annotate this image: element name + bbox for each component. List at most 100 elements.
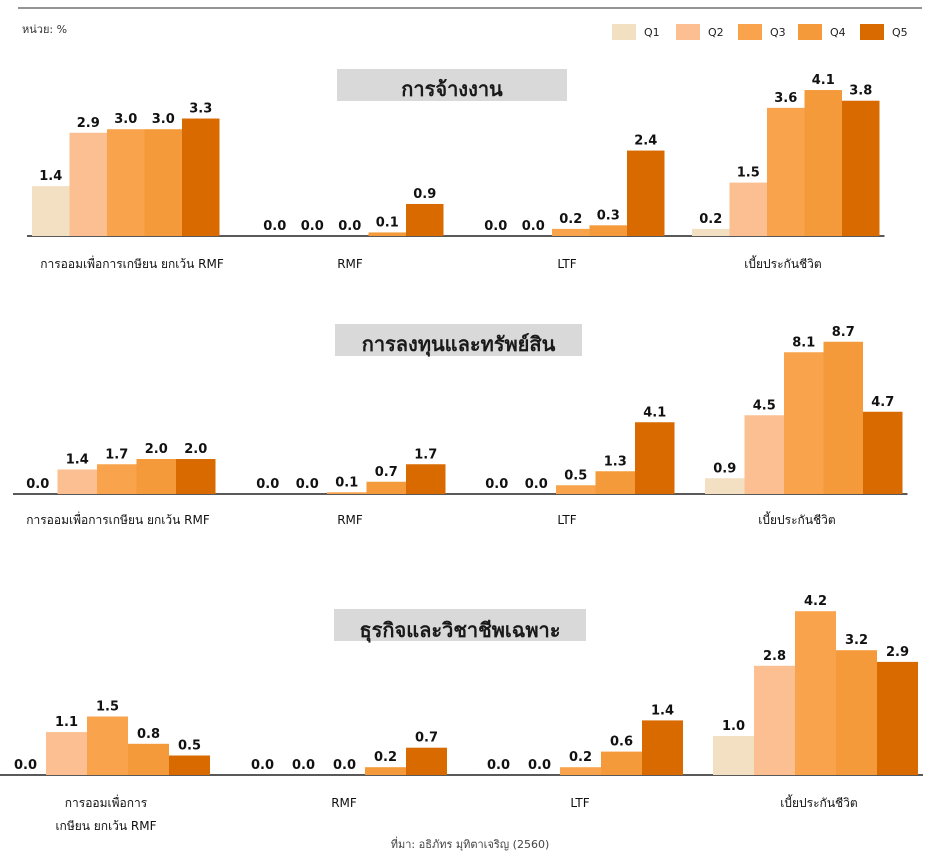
bar-q1 [705, 478, 745, 494]
legend-item-q1: Q1 [612, 24, 660, 40]
bar-q4 [836, 650, 877, 775]
legend-swatch-q3 [738, 24, 762, 40]
bar-q4 [601, 751, 642, 775]
bar-q5 [863, 411, 903, 494]
data-label: 0.7 [375, 465, 398, 480]
bar-q5 [877, 661, 918, 775]
bar-q5 [635, 422, 675, 494]
data-label: 0.2 [559, 212, 582, 227]
panel-title: การจ้างงาน [401, 77, 503, 101]
data-label: 4.1 [812, 73, 835, 88]
legend-swatch-q1 [612, 24, 636, 40]
bar-q2 [744, 415, 784, 494]
chart-panels: การจ้างงาน 1.4 2.9 3.0 3.0 3.3 การออมเพื่อการเ… [0, 69, 923, 833]
data-label: 0.0 [256, 477, 279, 492]
data-label: 0.0 [26, 477, 49, 492]
data-label: 3.0 [152, 112, 175, 127]
bar-group: 0.0 0.0 0.2 0.6 1.4 [478, 703, 683, 776]
data-label: 4.2 [804, 594, 827, 609]
category-label: การออมเพื่อการเกษียน ยกเว้น RMF [40, 255, 224, 271]
bar-q1 [692, 228, 730, 236]
data-label: 0.2 [569, 750, 592, 765]
data-label: 1.4 [66, 453, 89, 468]
category-label: การออมเพื่อการเกษียน ยกเว้น RMF [55, 794, 156, 833]
chart-panel-2: การลงทุนและทรัพย์สิน 0.0 1.4 1.7 2.0 2.0 การออ… [13, 324, 908, 527]
legend-label-q4: Q4 [830, 26, 846, 39]
bar-q3 [107, 129, 145, 236]
bar-q4 [823, 341, 863, 494]
bar-group: 0.0 0.0 0.2 0.3 2.4 [477, 134, 665, 237]
bar-q5 [406, 203, 444, 236]
bar-q5 [842, 100, 880, 236]
panel-title: การลงทุนและทรัพย์สิน [362, 332, 556, 357]
legend-item-q3: Q3 [738, 24, 786, 40]
legend-swatch-q5 [860, 24, 884, 40]
data-label: 1.4 [651, 703, 674, 718]
data-label: 2.9 [77, 116, 100, 131]
data-label: 0.0 [14, 758, 37, 773]
bar-q5 [169, 755, 210, 775]
chart-panel-3: ธุรกิจและวิชาชีพเฉพาะ 0.0 1.1 1.5 0.8 0.5 การอ… [0, 594, 923, 833]
data-label: 0.0 [263, 219, 286, 234]
legend-label-q1: Q1 [644, 26, 660, 39]
legend-item-q5: Q5 [860, 24, 908, 40]
bar-q2 [57, 469, 97, 494]
data-label: 1.7 [105, 447, 128, 462]
data-label: 3.8 [849, 84, 872, 99]
legend-label-q3: Q3 [770, 26, 786, 39]
bar-q3 [556, 485, 596, 494]
data-label: 1.5 [96, 700, 119, 715]
bar-q5 [627, 150, 665, 236]
data-label: 3.2 [845, 633, 868, 648]
panel-title-box [337, 69, 567, 101]
data-label: 0.9 [713, 461, 736, 476]
data-label: 8.1 [792, 335, 815, 350]
data-label: 0.6 [610, 735, 633, 750]
bar-q3 [97, 464, 137, 494]
data-label: 0.5 [178, 739, 201, 754]
data-label: 0.0 [485, 477, 508, 492]
data-label: 4.7 [871, 395, 894, 410]
data-label: 8.7 [832, 325, 855, 340]
bar-q3 [784, 352, 824, 494]
data-label: 0.9 [413, 187, 436, 202]
bar-q1 [32, 186, 70, 236]
bar-q3 [87, 716, 128, 775]
data-label: 0.0 [487, 758, 510, 773]
category-label: LTF [570, 796, 589, 810]
bar-q4 [589, 225, 627, 236]
bar-group: 0.9 4.5 8.1 8.7 4.7 [705, 325, 903, 494]
category-label: LTF [557, 257, 576, 271]
category-label: เบี้ยประกันชีวิต [744, 255, 821, 271]
data-label: 2.9 [886, 645, 909, 660]
data-label: 0.0 [292, 758, 315, 773]
data-label: 1.4 [39, 169, 62, 184]
data-label: 4.1 [643, 405, 666, 420]
bar-group: 1.4 2.9 3.0 3.0 3.3 [32, 102, 220, 236]
data-label: 0.2 [374, 750, 397, 765]
data-label: 0.0 [251, 758, 274, 773]
data-label: 0.7 [415, 731, 438, 746]
data-label: 3.0 [114, 112, 137, 127]
bar-q4 [144, 129, 182, 236]
data-label: 1.7 [414, 447, 437, 462]
data-label: 0.3 [597, 208, 620, 223]
bar-group: 0.0 0.0 0.5 1.3 4.1 [477, 405, 675, 495]
data-label: 0.0 [525, 477, 548, 492]
bar-group: 0.0 0.0 0.0 0.2 0.7 [242, 731, 447, 776]
category-label: การออมเพื่อการเกษียน ยกเว้น RMF [26, 511, 210, 527]
data-label: 0.0 [333, 758, 356, 773]
category-label: เบี้ยประกันชีวิต [758, 511, 835, 527]
legend-label-q5: Q5 [892, 26, 908, 39]
category-label: เบี้ยประกันชีวิต [780, 794, 857, 810]
data-label: 0.1 [335, 475, 358, 490]
data-label: 1.1 [55, 715, 78, 730]
bar-q3 [795, 611, 836, 775]
data-label: 0.8 [137, 727, 160, 742]
data-label: 4.5 [753, 398, 776, 413]
bar-group: 0.0 1.4 1.7 2.0 2.0 [18, 442, 216, 495]
data-label: 0.5 [564, 468, 587, 483]
data-label: 0.0 [301, 219, 324, 234]
unit-label: หน่วย: % [22, 23, 67, 36]
